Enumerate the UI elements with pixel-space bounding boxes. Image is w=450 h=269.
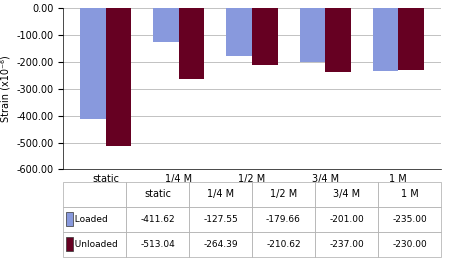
Bar	[325, 8, 351, 72]
Y-axis label: Strain (x10⁻⁶): Strain (x10⁻⁶)	[0, 55, 10, 122]
Bar	[106, 8, 131, 146]
Bar	[153, 8, 179, 43]
Bar	[179, 8, 204, 79]
Bar	[66, 213, 73, 226]
Bar	[373, 8, 398, 71]
Bar	[300, 8, 325, 62]
Bar	[66, 238, 73, 251]
Bar	[80, 8, 106, 119]
Bar	[226, 8, 252, 56]
Bar	[398, 8, 424, 70]
Bar	[252, 8, 278, 65]
